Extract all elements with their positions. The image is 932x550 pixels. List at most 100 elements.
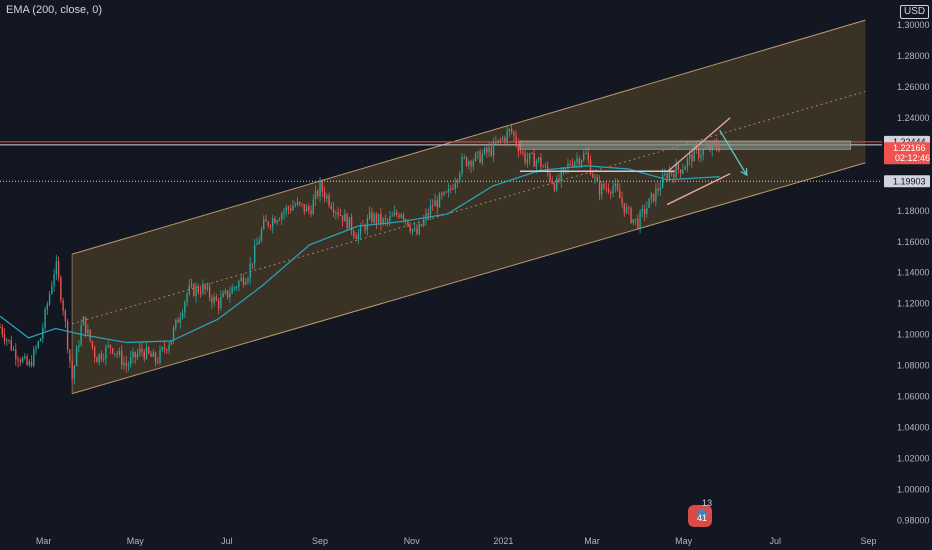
candle [30,355,33,368]
candle-body [161,347,163,350]
candle-body [123,362,125,365]
candle [71,355,73,383]
candle-body [524,153,526,163]
candle-body [418,224,420,235]
candle-body [517,143,520,152]
candle-body [328,195,330,206]
candle [533,147,535,168]
candle [434,193,436,207]
candle-body [116,353,118,355]
candle-body [452,188,454,190]
candle-body [317,190,319,197]
candle-body [537,157,540,161]
currency-badge[interactable]: USD [900,5,930,19]
candle-body [432,205,434,207]
candle [96,356,98,363]
candle [461,153,463,177]
candle-body [567,163,569,168]
candle-body [614,184,616,187]
candle-body [299,201,301,204]
candle-body [163,347,166,350]
drawings-layer [519,117,851,206]
candle-body [540,157,542,167]
candle [463,154,465,160]
candle-body [213,296,215,303]
candle [130,350,132,369]
candle [69,348,71,369]
candle [66,318,69,354]
candle [323,186,326,203]
candle-body [395,212,398,215]
candle-body [242,277,245,285]
y-tick-label: 1.10000 [897,330,930,340]
candle-body [323,191,326,199]
candle [208,282,211,302]
candle [84,316,87,338]
candle-body [506,131,508,142]
idea-badge[interactable]: 13 41 [688,498,712,527]
candle-body [184,301,186,313]
price-axis[interactable]: 1.300001.280001.260001.240001.200001.180… [897,20,930,526]
candle-body [555,178,558,191]
y-tick-label: 1.04000 [897,423,930,433]
candle-body [664,173,666,176]
time-axis[interactable]: Mar May Jul Sep Nov 2021 Mar May Jul Sep [36,536,877,546]
candle [258,236,260,245]
candle-body [447,188,450,193]
candle [587,147,589,164]
candle [150,350,152,358]
candle-body [666,173,668,179]
candle-body [348,217,351,229]
candle [278,216,281,222]
candle-body [544,166,547,168]
candle-body [368,212,371,219]
candle [526,152,529,168]
candle-body [181,312,184,318]
candle-body [141,348,143,352]
candle [375,211,378,230]
candle [269,224,272,231]
candle [341,215,344,227]
candle [393,205,396,217]
candle-body [510,129,513,132]
candle [148,346,150,355]
candle-body [470,161,472,167]
x-tick-label: Mar [36,536,52,546]
candle [677,163,680,174]
candle-body [619,190,621,199]
candle-body [175,319,177,329]
candle-body [420,224,423,226]
ema-layer [0,165,720,344]
candle-body [350,217,353,232]
candle [26,353,28,366]
candle [682,163,684,175]
candle [447,183,450,198]
candle [64,308,67,329]
candle-body [251,263,254,265]
candle-body [226,290,229,298]
candle [123,356,125,370]
candle-body [598,181,601,195]
candle-body [125,362,127,367]
candle [152,348,154,358]
candle-body [364,226,366,231]
candle-body [172,328,175,341]
candle [465,156,468,167]
candle-body [434,200,436,207]
candle-body [28,361,30,365]
indicator-legend[interactable]: EMA (200, close, 0) [6,4,102,16]
candle [274,216,276,224]
candle-body [607,188,610,192]
candle-body [217,300,220,308]
candle-body [82,316,85,326]
candle [432,199,434,212]
candle [395,209,398,218]
candle-body [688,154,691,159]
candle [452,183,454,191]
candle [544,163,547,169]
candle-body [583,153,585,161]
candle [163,340,166,354]
